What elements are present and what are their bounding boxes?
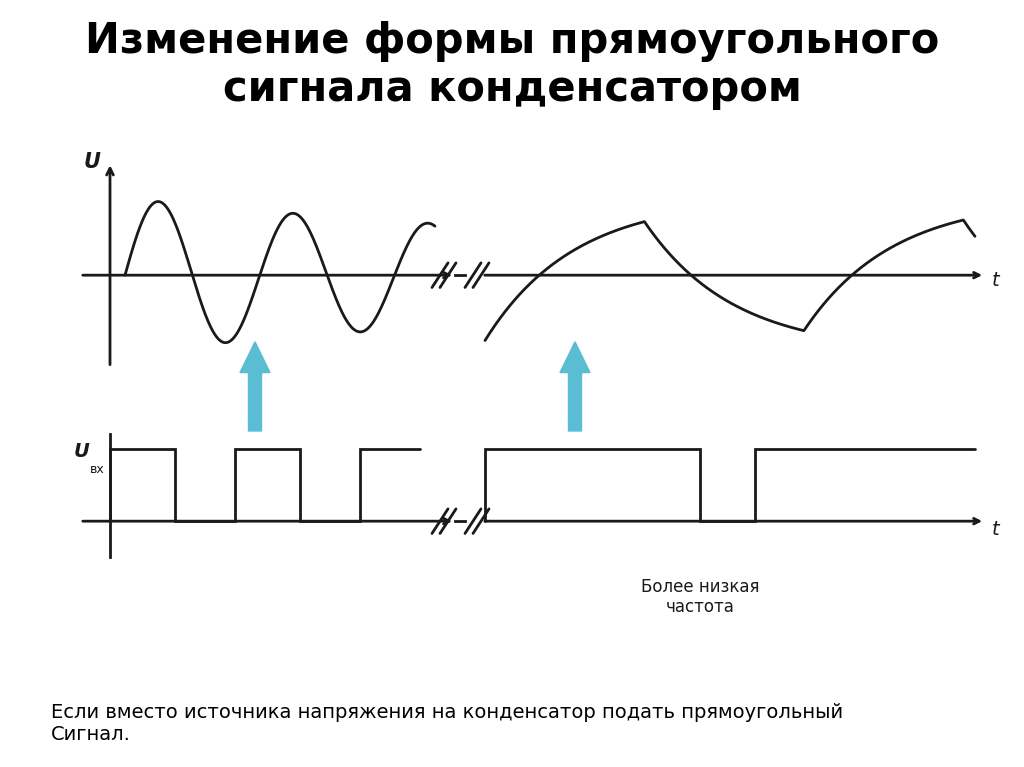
Text: t: t [992,520,999,539]
Text: U: U [74,442,90,461]
Text: Более низкая
частота: Более низкая частота [641,578,759,617]
Text: вх: вх [90,463,104,476]
FancyArrow shape [560,342,590,431]
Text: t: t [992,271,999,290]
Text: Если вместо источника напряжения на конденсатор подать прямоугольный
Сигнал.: Если вместо источника напряжения на конд… [51,703,844,743]
Text: Изменение формы прямоугольного
сигнала конденсатором: Изменение формы прямоугольного сигнала к… [85,20,939,110]
Text: U: U [84,153,100,173]
FancyArrow shape [240,342,270,431]
